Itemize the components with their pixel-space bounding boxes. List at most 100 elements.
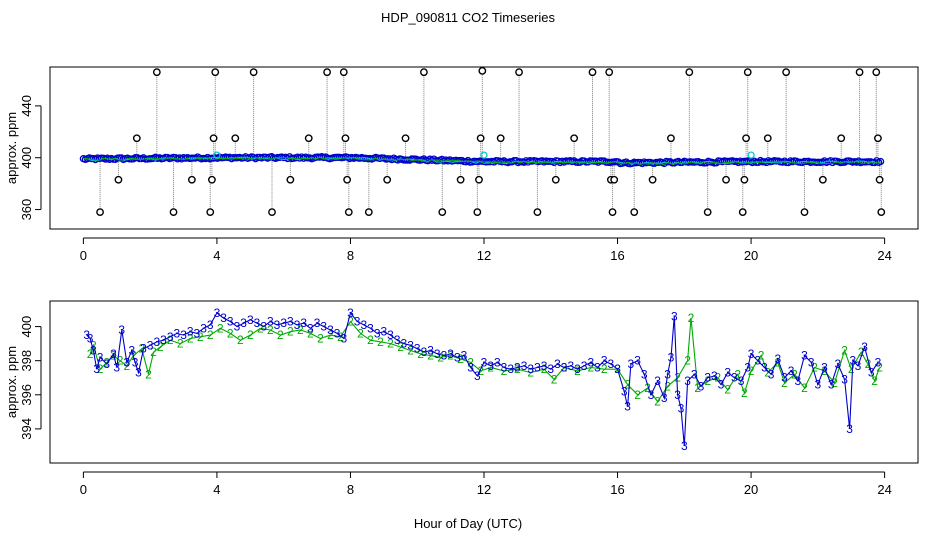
series-2-marker: 2 <box>848 362 855 376</box>
series-3-marker: 3 <box>724 366 731 380</box>
series-2-marker: 2 <box>267 323 274 337</box>
series-2-marker: 2 <box>467 355 474 369</box>
series-3-marker: 3 <box>501 361 508 375</box>
series-2-marker: 2 <box>734 367 741 381</box>
series-3-marker: 3 <box>691 367 698 381</box>
bottom-plot-frame <box>49 300 919 464</box>
series-3-marker: 3 <box>427 343 434 357</box>
series-3-marker: 3 <box>135 366 142 380</box>
calibration-spike-point <box>401 134 410 143</box>
series-2-marker: 2 <box>407 343 414 357</box>
series-3-marker: 3 <box>314 316 321 330</box>
series-3-marker: 3 <box>207 318 214 332</box>
series-3-marker: 3 <box>567 359 574 373</box>
series-2-marker: 2 <box>138 342 145 356</box>
series-2-marker: 2 <box>741 386 748 400</box>
series-2-marker: 2 <box>694 381 701 395</box>
calibration-spike-point <box>874 134 882 143</box>
series-3-marker: 3 <box>103 357 110 371</box>
calibration-spike-point <box>782 68 791 77</box>
series-3-marker: 3 <box>123 355 130 369</box>
series-3-marker: 3 <box>788 364 795 378</box>
calibration-spike-point <box>286 175 295 184</box>
series-3-marker: 3 <box>132 355 139 369</box>
series-3-marker: 3 <box>641 367 648 381</box>
series-3-marker: 3 <box>748 347 755 361</box>
calibration-spike-point <box>343 175 352 184</box>
series-3-marker: 3 <box>698 379 705 393</box>
series-3-marker: 3 <box>83 328 90 342</box>
series-3-marker: 3 <box>167 330 174 344</box>
series-3-marker: 3 <box>447 347 454 361</box>
series-3-marker: 3 <box>674 388 681 402</box>
series-2-marker: 2 <box>551 372 558 386</box>
series-3-marker: 3 <box>467 361 474 375</box>
series-3-marker: 3 <box>441 349 448 363</box>
series-3-marker: 3 <box>855 359 862 373</box>
calibration-spike-point <box>742 134 750 143</box>
series-3-marker: 3 <box>794 374 801 388</box>
series-2-marker: 2 <box>177 337 184 351</box>
series-2-marker: 2 <box>704 374 711 388</box>
bottom-x-tick-label: 16 <box>610 482 624 497</box>
series-3-marker: 3 <box>581 359 588 373</box>
series-3-marker: 3 <box>608 357 615 371</box>
series-2-marker: 2 <box>103 355 110 369</box>
series-2-line <box>89 318 881 403</box>
bottom-y-tick-label: 394 <box>19 418 34 440</box>
calibration-spike-point <box>420 68 428 77</box>
series-2-marker: 2 <box>123 359 130 373</box>
series-2-marker: 2 <box>150 345 157 359</box>
series-2-marker: 2 <box>87 347 94 361</box>
calibration-spike-point <box>383 175 392 184</box>
calibration-spike-point <box>740 175 749 184</box>
series-3-marker: 3 <box>554 357 561 371</box>
series-3-marker: 3 <box>367 321 374 335</box>
series-3-marker: 3 <box>868 366 875 380</box>
top-plot-frame <box>49 66 919 230</box>
calibration-spike-point <box>187 175 196 184</box>
series-2-marker: 2 <box>227 326 234 340</box>
series-2-marker: 2 <box>748 364 755 378</box>
calibration-spike-point <box>249 68 258 77</box>
series-2-marker: 2 <box>387 337 394 351</box>
series-3-marker: 3 <box>387 328 394 342</box>
series-3-marker: 3 <box>240 316 247 330</box>
series-3-marker: 3 <box>835 357 842 371</box>
series-2-group: 222 2 2 2 22 222 2 2 2 2 2 2 2 2 2 2 2 2 2 2 2 2 2 2 222 2 2 2 2 2 2 2 2… <box>87 311 884 409</box>
series-2-marker: 2 <box>307 326 314 340</box>
series-3-marker: 3 <box>274 318 281 332</box>
calibration-spike-point <box>570 134 579 143</box>
top-x-tick-label: 16 <box>610 248 624 263</box>
series-2-marker: 2 <box>684 354 691 368</box>
series-3-marker: 3 <box>704 371 711 385</box>
series-2-marker: 2 <box>781 376 788 390</box>
calibration-spike-point <box>630 208 639 217</box>
series-3-marker: 3 <box>340 332 347 346</box>
series-3-marker: 3 <box>661 391 668 405</box>
series-3-marker: 3 <box>494 355 501 369</box>
series-2-marker: 2 <box>774 355 781 369</box>
series-3-marker: 3 <box>407 338 414 352</box>
series-3-marker: 3 <box>327 323 334 337</box>
series-2-marker: 2 <box>764 366 771 380</box>
series-3-marker: 3 <box>547 362 554 376</box>
series-2-marker: 2 <box>821 364 828 378</box>
bottom-y-axis-title: approx. ppm <box>4 346 19 418</box>
series-3-marker: 3 <box>267 314 274 328</box>
series-2-marker: 2 <box>257 321 264 335</box>
series-3-marker: 3 <box>87 332 94 346</box>
series-3-marker: 3 <box>711 369 718 383</box>
series-3-marker: 3 <box>214 306 221 320</box>
bottom-y-tick-label: 400 <box>19 316 34 338</box>
calibration-spike-point <box>667 134 675 143</box>
series-3-marker: 3 <box>93 362 100 376</box>
series-3-marker: 3 <box>97 350 104 364</box>
calibration-spike-point <box>738 208 747 217</box>
calibration-spike-point <box>743 68 752 77</box>
series-3-marker: 3 <box>110 347 117 361</box>
series-3-marker: 3 <box>634 354 641 368</box>
series-3-marker: 3 <box>678 401 685 415</box>
series-2-marker: 2 <box>758 349 765 363</box>
bottom-x-tick-label: 8 <box>347 482 354 497</box>
